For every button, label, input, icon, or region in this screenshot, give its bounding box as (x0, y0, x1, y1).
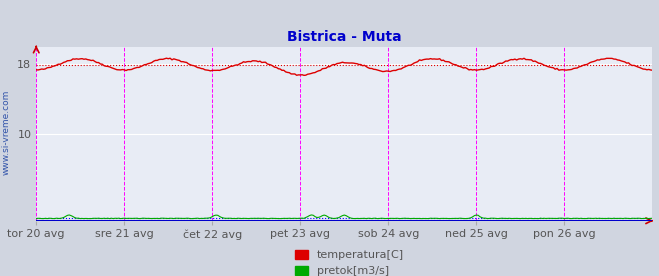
Title: Bistrica - Muta: Bistrica - Muta (287, 30, 401, 44)
Legend: temperatura[C], pretok[m3/s]: temperatura[C], pretok[m3/s] (295, 250, 404, 276)
Text: www.si-vreme.com: www.si-vreme.com (2, 90, 11, 175)
